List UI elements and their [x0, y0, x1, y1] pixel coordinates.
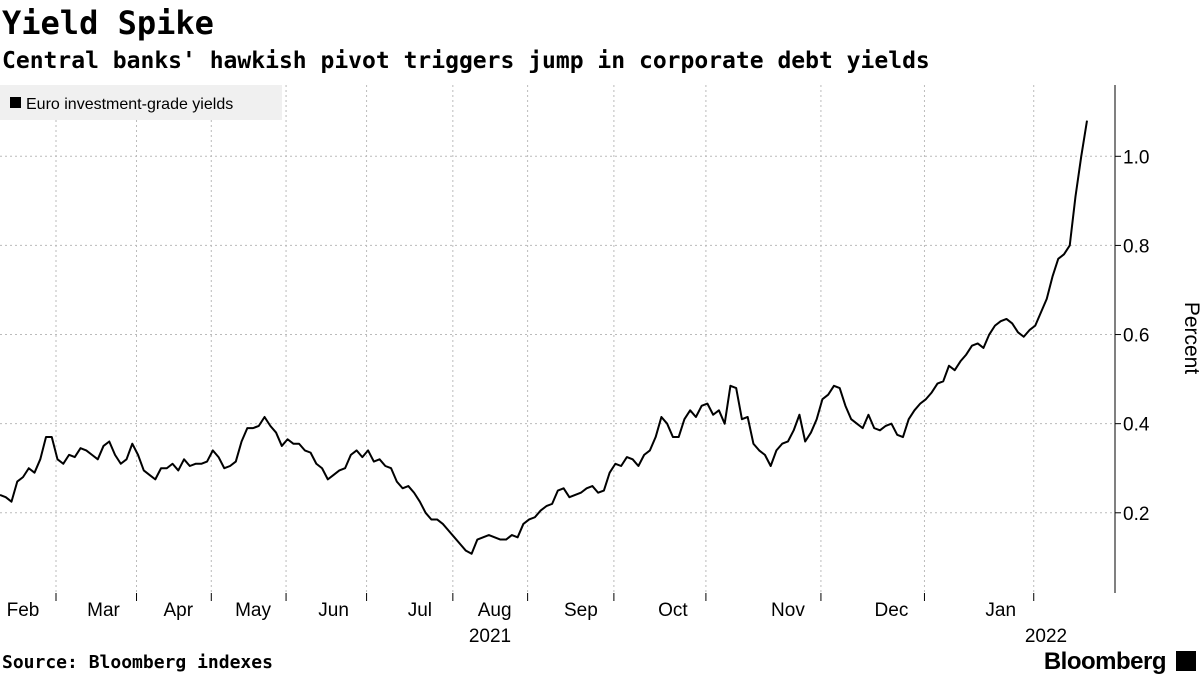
source: Source: Bloomberg indexes: [2, 652, 273, 673]
y-tick-label: 1.0: [1123, 147, 1149, 168]
x-group-label: 2022: [1025, 626, 1067, 647]
x-tick-label: Oct: [658, 600, 688, 621]
x-tick-label: Jul: [408, 600, 432, 621]
legend-box: [0, 85, 282, 120]
brand: Bloomberg: [1044, 648, 1166, 675]
x-tick-label: Feb: [7, 600, 40, 621]
brand-icon: [1176, 651, 1196, 671]
chart-title: Yield Spike: [2, 4, 214, 42]
x-tick-label: May: [235, 600, 271, 621]
y-tick-label: 0.2: [1123, 504, 1149, 525]
line: [0, 120, 1088, 555]
y-tick-label: 0.4: [1123, 415, 1150, 436]
x-group-label: 2021: [469, 626, 511, 647]
x-tick-label: Jun: [318, 600, 349, 621]
y-tick-label: 0.6: [1123, 326, 1149, 347]
x-tick-label: Apr: [164, 600, 194, 621]
y-axis-label: Percent: [1180, 302, 1200, 375]
chart-subtitle: Central banks' hawkish pivot triggers ju…: [2, 48, 930, 74]
x-tick-label: Jan: [985, 600, 1016, 621]
x-tick-label: Nov: [771, 600, 805, 621]
x-tick-label: Dec: [875, 600, 909, 621]
x-tick-label: Mar: [87, 600, 120, 621]
legend-label: Euro investment-grade yields: [26, 96, 233, 113]
x-tick-label: Aug: [478, 600, 512, 621]
y-tick-label: 0.8: [1123, 236, 1149, 257]
x-tick-label: Sep: [564, 600, 598, 621]
legend-swatch: [10, 97, 21, 108]
